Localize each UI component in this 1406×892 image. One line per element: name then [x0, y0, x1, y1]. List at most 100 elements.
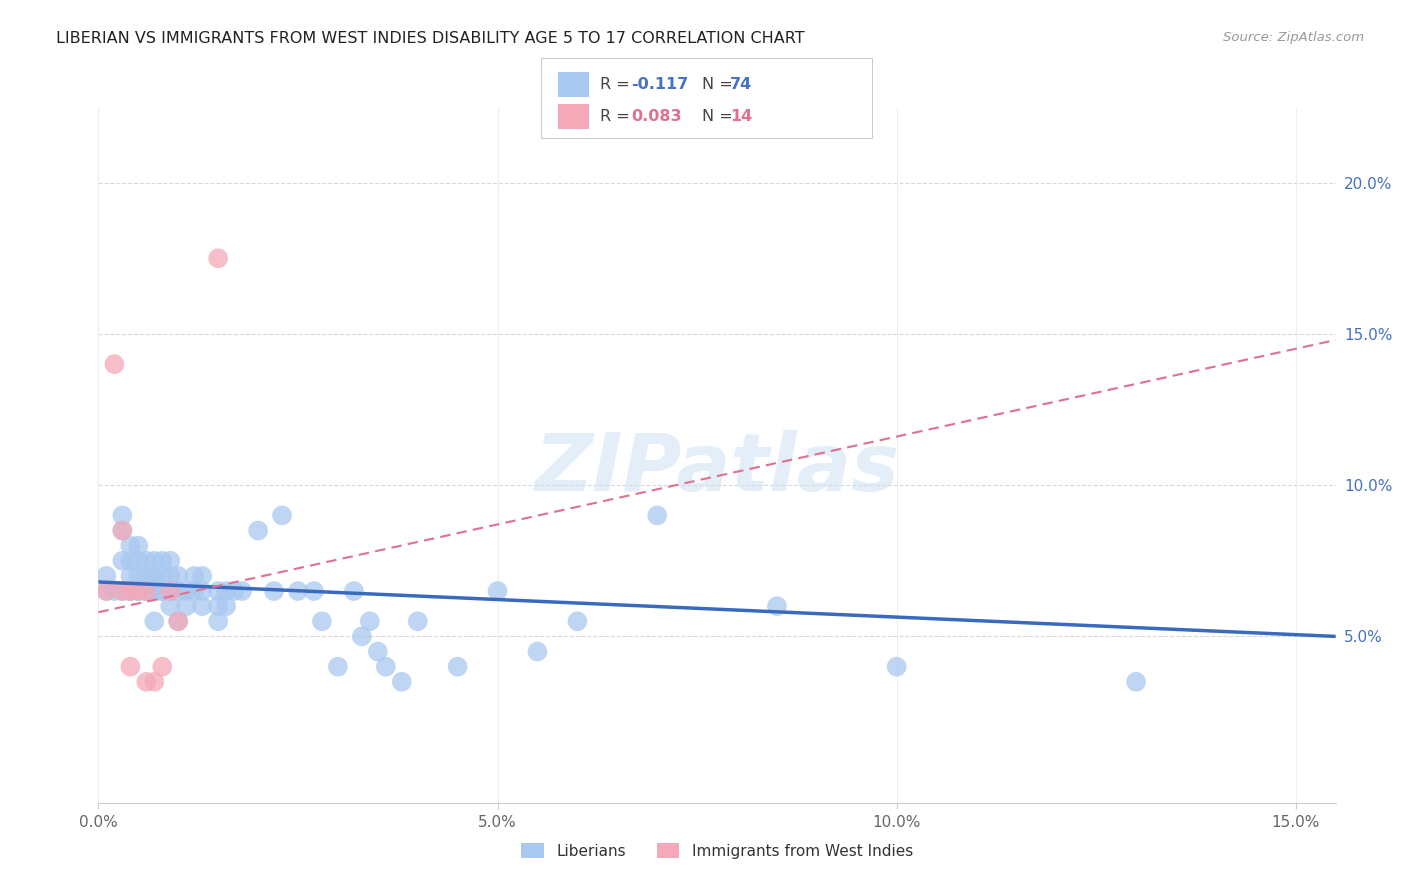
Point [143, 569, 166, 583]
Point [886, 659, 908, 673]
Point [207, 252, 229, 266]
Point [167, 615, 190, 629]
Point [120, 584, 142, 599]
Point [111, 584, 134, 599]
Point [111, 508, 134, 523]
Point [120, 584, 142, 599]
Text: LIBERIAN VS IMMIGRANTS FROM WEST INDIES DISABILITY AGE 5 TO 17 CORRELATION CHART: LIBERIAN VS IMMIGRANTS FROM WEST INDIES … [56, 31, 804, 46]
Point [127, 584, 149, 599]
Point [150, 554, 173, 568]
Point [143, 615, 166, 629]
Point [486, 584, 509, 599]
Point [120, 539, 142, 553]
Point [263, 584, 285, 599]
Point [302, 584, 325, 599]
Point [120, 659, 142, 673]
Point [135, 674, 157, 689]
Point [326, 659, 349, 673]
Text: ZIPatlas: ZIPatlas [534, 430, 900, 508]
Legend: Liberians, Immigrants from West Indies: Liberians, Immigrants from West Indies [515, 837, 920, 864]
Point [271, 508, 294, 523]
Point [111, 524, 134, 538]
Point [150, 659, 173, 673]
Point [111, 554, 134, 568]
Point [191, 584, 214, 599]
Point [446, 659, 468, 673]
Text: 14: 14 [730, 110, 752, 124]
Point [374, 659, 396, 673]
Point [174, 584, 197, 599]
Text: Source: ZipAtlas.com: Source: ZipAtlas.com [1223, 31, 1364, 45]
Point [159, 569, 181, 583]
Point [359, 615, 381, 629]
Point [287, 584, 309, 599]
Point [135, 554, 157, 568]
Text: N =: N = [702, 78, 738, 92]
Point [183, 584, 205, 599]
Point [215, 584, 238, 599]
Point [391, 674, 413, 689]
Point [127, 569, 149, 583]
Point [150, 584, 173, 599]
Point [127, 554, 149, 568]
Point [159, 584, 181, 599]
Point [183, 569, 205, 583]
Point [567, 615, 589, 629]
Point [120, 554, 142, 568]
Point [174, 599, 197, 614]
Point [150, 569, 173, 583]
Text: R =: R = [600, 110, 636, 124]
Point [167, 615, 190, 629]
Point [135, 569, 157, 583]
Point [103, 584, 125, 599]
Point [159, 584, 181, 599]
Point [247, 524, 270, 538]
Point [159, 554, 181, 568]
Point [167, 569, 190, 583]
Point [231, 584, 253, 599]
Point [96, 584, 118, 599]
Point [311, 615, 333, 629]
Text: R =: R = [600, 78, 636, 92]
Point [96, 584, 118, 599]
Point [350, 629, 373, 643]
Point [406, 615, 429, 629]
Point [127, 584, 149, 599]
Point [143, 584, 166, 599]
Point [111, 524, 134, 538]
Point [127, 539, 149, 553]
Point [159, 599, 181, 614]
Point [143, 674, 166, 689]
Point [135, 584, 157, 599]
Point [167, 584, 190, 599]
Point [150, 584, 173, 599]
Point [96, 569, 118, 583]
Point [526, 644, 548, 658]
Point [135, 584, 157, 599]
Point [766, 599, 789, 614]
Point [120, 569, 142, 583]
Point [191, 569, 214, 583]
Point [224, 584, 246, 599]
Point [143, 574, 166, 589]
Text: -0.117: -0.117 [631, 78, 689, 92]
Text: 74: 74 [730, 78, 752, 92]
Point [191, 599, 214, 614]
Point [343, 584, 366, 599]
Point [135, 584, 157, 599]
Point [207, 615, 229, 629]
Point [207, 599, 229, 614]
Point [143, 584, 166, 599]
Point [215, 599, 238, 614]
Point [159, 584, 181, 599]
Point [103, 357, 125, 371]
Point [645, 508, 668, 523]
Point [111, 584, 134, 599]
Point [367, 644, 389, 658]
Point [120, 584, 142, 599]
Point [207, 584, 229, 599]
Text: N =: N = [702, 110, 738, 124]
Point [1125, 674, 1147, 689]
Point [143, 554, 166, 568]
Text: 0.083: 0.083 [631, 110, 682, 124]
